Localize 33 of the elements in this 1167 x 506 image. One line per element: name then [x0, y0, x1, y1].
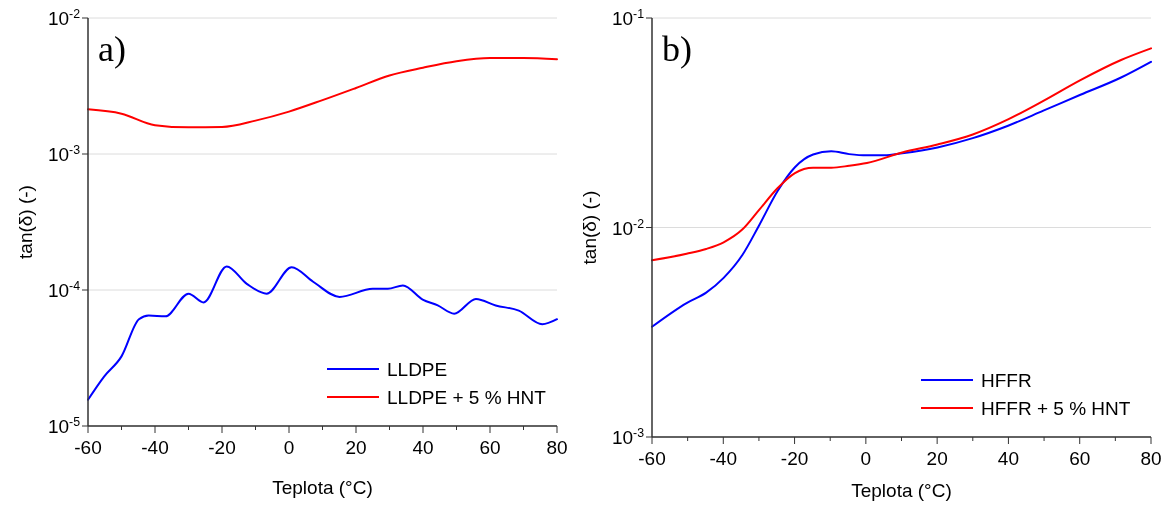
x-axis-title: Teplota (°C) — [851, 480, 952, 501]
x-tick-label: 20 — [345, 437, 367, 458]
x-tick-label: -60 — [638, 448, 666, 469]
x-tick-label: 0 — [860, 448, 872, 469]
y-axis-title: tan(δ) (-) — [15, 185, 36, 259]
y-tick-label: 10$^{-1}$ — [611, 7, 645, 29]
x-tick-label: 80 — [1140, 448, 1162, 469]
x-tick-label: -40 — [709, 448, 738, 469]
x-tick-label: 80 — [546, 437, 568, 458]
y-tick-label: 10$^{-3}$ — [47, 143, 81, 165]
x-tick-label: 0 — [283, 437, 295, 458]
x-tick-label: 40 — [412, 437, 434, 458]
y-tick-label: 10$^{-4}$ — [47, 279, 81, 301]
y-axis-title: tan(δ) (-) — [579, 190, 600, 265]
x-tick-label: 20 — [926, 448, 948, 469]
legend-label: LLDPE — [387, 359, 448, 380]
y-tick-label: 10$^{-5}$ — [47, 415, 81, 437]
x-tick-label: -40 — [141, 437, 169, 458]
y-tick-label: 10$^{-2}$ — [611, 216, 645, 239]
y-tick-label: 10$^{-2}$ — [47, 7, 81, 29]
x-axis-title: Teplota (°C) — [272, 477, 373, 498]
annotation: b) — [662, 29, 692, 69]
annotation: a) — [98, 29, 126, 69]
x-tick-label: 60 — [1069, 448, 1091, 469]
x-tick-label: -60 — [74, 437, 102, 458]
x-tick-label: -20 — [208, 437, 236, 458]
legend-label: LLDPE + 5 % HNT — [387, 387, 547, 408]
y-tick-label: 10$^{-3}$ — [611, 426, 645, 448]
legend-label: HFFR — [981, 370, 1032, 391]
legend-label: HFFR + 5 % HNT — [981, 398, 1131, 419]
x-tick-label: 40 — [997, 448, 1019, 469]
x-tick-label: -20 — [780, 448, 809, 469]
x-tick-label: 60 — [479, 437, 501, 458]
